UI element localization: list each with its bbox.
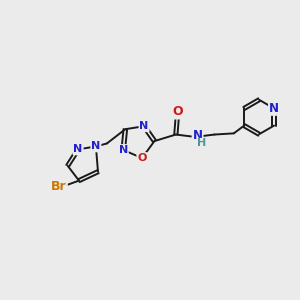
Text: H: H: [197, 139, 207, 148]
Text: N: N: [91, 141, 101, 152]
Text: N: N: [118, 145, 128, 155]
Text: Br: Br: [51, 180, 67, 193]
Text: N: N: [269, 102, 279, 115]
Text: N: N: [74, 144, 83, 154]
Text: O: O: [172, 106, 183, 118]
Text: N: N: [140, 121, 149, 131]
Text: N: N: [193, 129, 202, 142]
Text: O: O: [137, 153, 147, 163]
